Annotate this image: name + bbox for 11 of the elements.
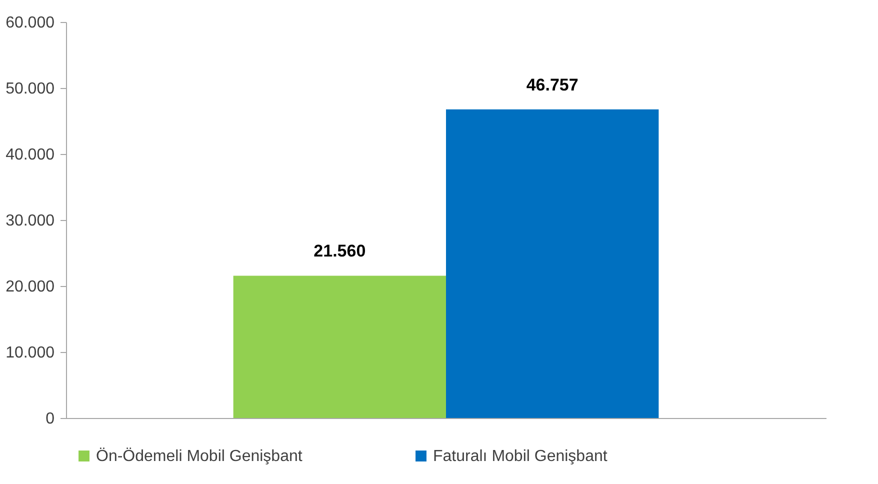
y-tick-label: 30.000 — [6, 212, 55, 230]
y-tick-label: 50.000 — [6, 80, 55, 98]
data-label: 21.560 — [314, 242, 366, 261]
y-tick-label: 40.000 — [6, 146, 55, 164]
legend-label: Ön-Ödemeli Mobil Genişbant — [96, 447, 303, 465]
y-tick-label: 0 — [46, 410, 55, 428]
y-tick-label: 60.000 — [6, 14, 55, 32]
y-tick-label: 10.000 — [6, 344, 55, 362]
legend-label: Faturalı Mobil Genişbant — [433, 448, 608, 465]
data-label: 46.757 — [526, 75, 578, 94]
y-tick-label: 20.000 — [6, 278, 55, 296]
